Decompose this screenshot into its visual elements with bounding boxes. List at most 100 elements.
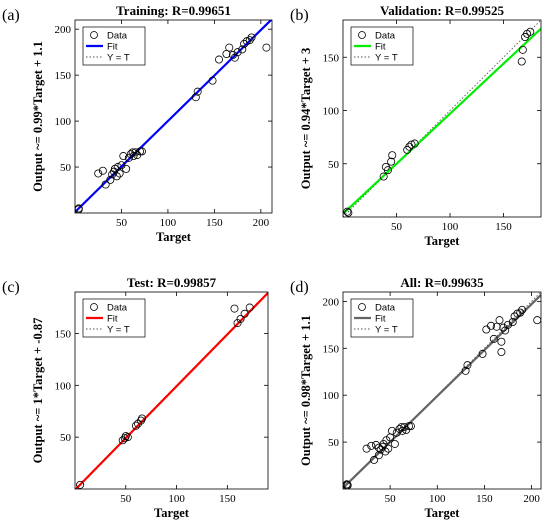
y-tick-label: 100 bbox=[55, 116, 72, 128]
y-axis-label: Output ~= 1*Target + -0.87 bbox=[31, 318, 45, 464]
y-axis-label: Output ~= 0.99*Target + 1.1 bbox=[31, 41, 45, 192]
chart-title: Validation: R=0.99525 bbox=[380, 3, 504, 18]
data-point bbox=[495, 316, 504, 325]
y-tick-label: 200 bbox=[55, 24, 72, 36]
data-point bbox=[406, 422, 415, 431]
data-point bbox=[367, 441, 376, 450]
data-point bbox=[129, 152, 138, 161]
chart-title: All: R=0.99635 bbox=[400, 275, 484, 290]
data-point bbox=[119, 152, 128, 161]
panel-3: 50 100 150 200 50 100 150 200 All: R=0.99635 Targ… bbox=[290, 275, 542, 520]
data-point bbox=[225, 43, 234, 52]
data-point bbox=[94, 169, 103, 178]
data-point bbox=[240, 309, 249, 318]
x-tick-label: 50 bbox=[391, 221, 403, 233]
x-tick-label: 100 bbox=[160, 217, 177, 229]
x-tick-label: 100 bbox=[429, 493, 446, 505]
data-point bbox=[410, 139, 419, 148]
x-tick-label: 150 bbox=[219, 493, 236, 505]
legend-fit-label: Fit bbox=[107, 42, 118, 53]
panel-label: (b) bbox=[290, 7, 309, 24]
data-point bbox=[379, 172, 388, 181]
y-tick-label: 150 bbox=[323, 343, 340, 355]
panel-label: (a) bbox=[2, 7, 20, 24]
data-point bbox=[383, 166, 392, 175]
legend-data-label: Data bbox=[375, 31, 396, 42]
x-tick-label: 100 bbox=[442, 221, 459, 233]
data-point bbox=[236, 314, 245, 323]
fit-line bbox=[343, 27, 541, 215]
x-tick-label: 150 bbox=[495, 221, 512, 233]
panel-1: 50 100 150 50 100 150 Validation: R=0.99525 Tar… bbox=[290, 3, 542, 248]
legend-data-label: Data bbox=[107, 303, 128, 314]
legend-data-marker bbox=[358, 303, 366, 311]
data-point bbox=[387, 157, 396, 166]
axes-frame bbox=[342, 19, 542, 218]
data-point bbox=[343, 207, 352, 216]
data-point bbox=[262, 43, 271, 52]
data-point bbox=[395, 424, 404, 433]
y-tick-label: 150 bbox=[55, 70, 72, 82]
data-point bbox=[133, 419, 142, 428]
legend-fit-label: Fit bbox=[107, 314, 118, 325]
x-axis-label: Target bbox=[425, 506, 461, 520]
data-point bbox=[400, 423, 409, 432]
legend-identity-label: Y = T bbox=[375, 325, 398, 336]
panel-2: 50 100 150 50 100 150 Test: R=0.99857 Target Out… bbox=[2, 275, 269, 520]
data-point bbox=[404, 422, 413, 431]
data-point bbox=[245, 303, 254, 312]
data-point bbox=[191, 93, 200, 102]
data-point bbox=[137, 147, 146, 156]
x-tick-label: 150 bbox=[206, 217, 223, 229]
chart-title: Test: R=0.99857 bbox=[127, 275, 217, 290]
data-point bbox=[126, 150, 135, 159]
legend-identity-label: Y = T bbox=[107, 325, 130, 336]
data-point bbox=[510, 312, 519, 321]
axes-frame bbox=[74, 291, 269, 490]
data-point bbox=[138, 414, 147, 423]
data-point bbox=[516, 308, 525, 317]
y-tick-label: 200 bbox=[323, 296, 340, 308]
data-point bbox=[76, 480, 85, 489]
x-tick-label: 50 bbox=[116, 217, 128, 229]
data-point bbox=[245, 36, 254, 45]
legend-identity-label: Y = T bbox=[375, 53, 398, 64]
x-axis-label: Target bbox=[156, 230, 192, 244]
data-point bbox=[136, 147, 145, 156]
data-point bbox=[517, 57, 526, 66]
y-axis-label: Output ~= 0.98*Target + 1.1 bbox=[299, 315, 313, 466]
data-point bbox=[238, 45, 247, 54]
data-point bbox=[233, 319, 242, 328]
data-point bbox=[208, 76, 217, 85]
x-tick-label: 200 bbox=[253, 217, 270, 229]
data-point bbox=[193, 87, 202, 96]
chart-title: Training: R=0.99651 bbox=[116, 3, 231, 18]
data-point bbox=[112, 172, 121, 181]
data-point bbox=[121, 432, 130, 441]
y-tick-label: 100 bbox=[55, 380, 72, 392]
legend-fit-label: Fit bbox=[375, 42, 386, 53]
x-axis-label: Target bbox=[154, 506, 190, 520]
data-point bbox=[344, 208, 353, 217]
x-tick-label: 50 bbox=[385, 493, 397, 505]
fit-line bbox=[343, 294, 541, 489]
panel-label: (d) bbox=[290, 279, 309, 296]
data-point bbox=[388, 426, 397, 435]
data-point bbox=[497, 348, 506, 357]
legend-data-label: Data bbox=[107, 31, 128, 42]
panel-label: (c) bbox=[2, 279, 20, 296]
fit-line bbox=[75, 292, 268, 489]
x-tick-label: 150 bbox=[476, 493, 493, 505]
data-point bbox=[137, 416, 146, 425]
data-point bbox=[381, 447, 390, 456]
data-point bbox=[407, 140, 416, 149]
y-tick-label: 50 bbox=[328, 437, 340, 449]
x-axis-label: Target bbox=[425, 234, 461, 248]
y-tick-label: 50 bbox=[60, 432, 72, 444]
y-tick-label: 150 bbox=[323, 52, 340, 64]
legend-fit-label: Fit bbox=[375, 314, 386, 325]
legend-data-marker bbox=[90, 303, 98, 311]
data-point bbox=[122, 164, 131, 173]
legend-identity-label: Y = T bbox=[107, 53, 130, 64]
